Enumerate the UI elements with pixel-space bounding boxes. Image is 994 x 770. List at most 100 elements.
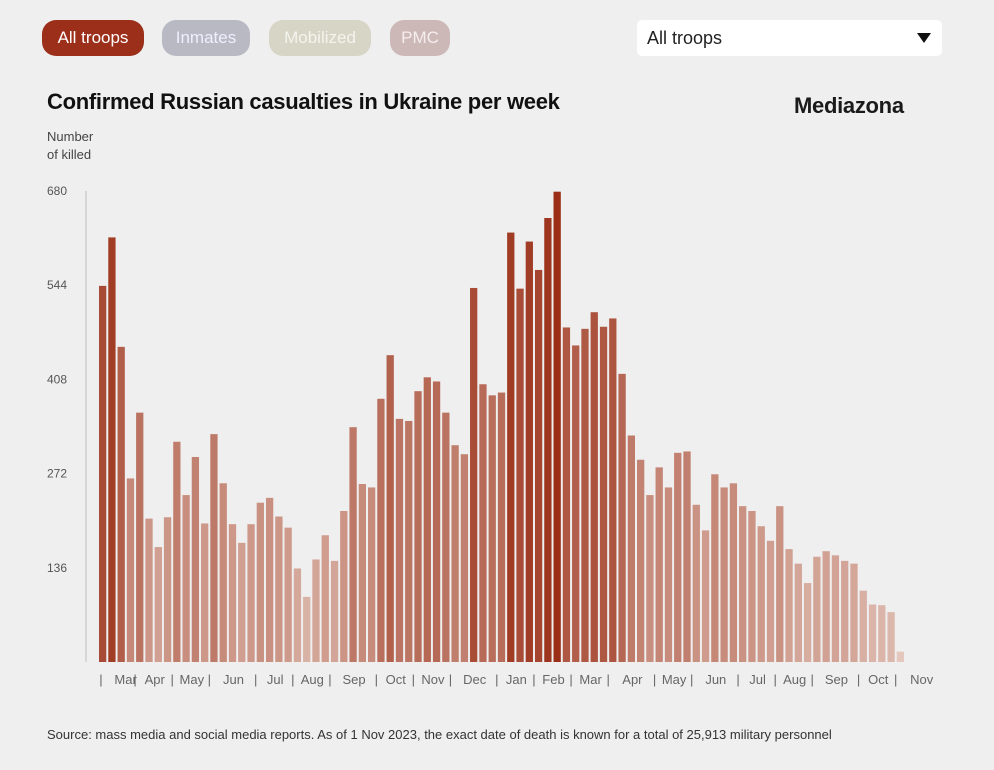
bar[interactable] <box>228 524 237 662</box>
bar[interactable] <box>841 560 849 662</box>
bar[interactable] <box>340 511 348 662</box>
bar[interactable] <box>701 530 710 662</box>
filter-inmates-button[interactable]: Inmates <box>162 20 250 56</box>
bar[interactable] <box>776 506 784 662</box>
bar[interactable] <box>238 542 246 662</box>
bar[interactable] <box>321 535 329 662</box>
bar[interactable] <box>609 318 617 662</box>
bar[interactable] <box>525 241 533 662</box>
bar[interactable] <box>460 454 469 662</box>
bar[interactable] <box>330 560 339 662</box>
bar[interactable] <box>442 412 450 662</box>
bar[interactable] <box>488 395 496 662</box>
bar[interactable] <box>803 583 812 662</box>
bar[interactable] <box>674 452 682 662</box>
bar[interactable] <box>191 456 200 662</box>
x-tick-label: Nov <box>421 672 445 687</box>
bar[interactable] <box>859 590 867 662</box>
bar[interactable] <box>692 504 700 662</box>
bar[interactable] <box>646 495 654 662</box>
bar[interactable] <box>664 487 673 662</box>
bar[interactable] <box>432 381 441 662</box>
bar[interactable] <box>386 355 394 662</box>
bar[interactable] <box>887 612 895 662</box>
bar[interactable] <box>711 474 719 662</box>
bar[interactable] <box>275 516 283 662</box>
bar[interactable] <box>785 549 793 662</box>
x-tick-label: Jul <box>267 672 284 687</box>
bar[interactable] <box>507 232 515 662</box>
bar[interactable] <box>256 502 264 662</box>
bar[interactable] <box>117 346 125 662</box>
bar[interactable] <box>210 434 218 662</box>
bar[interactable] <box>201 523 209 662</box>
bar[interactable] <box>720 487 728 662</box>
bar[interactable] <box>368 487 376 662</box>
bar[interactable] <box>451 445 459 662</box>
bar[interactable] <box>534 269 543 662</box>
x-separator: | <box>133 672 136 687</box>
bar[interactable] <box>108 237 116 662</box>
bar[interactable] <box>544 218 552 662</box>
bar[interactable] <box>627 435 635 663</box>
bar[interactable] <box>878 605 886 662</box>
filter-all-troops-button[interactable]: All troops <box>42 20 144 56</box>
bar[interactable] <box>219 483 227 662</box>
bar[interactable] <box>154 547 162 662</box>
bar[interactable] <box>265 497 274 662</box>
bar[interactable] <box>358 483 366 662</box>
bar[interactable] <box>581 328 589 662</box>
bar[interactable] <box>126 478 135 662</box>
bar[interactable] <box>757 526 765 662</box>
x-separator: | <box>375 672 378 687</box>
bar[interactable] <box>423 377 431 662</box>
bar[interactable] <box>395 418 404 662</box>
bar[interactable] <box>497 392 506 662</box>
troop-type-select[interactable]: All troops <box>637 20 942 56</box>
bar[interactable] <box>739 506 747 662</box>
bar[interactable] <box>312 559 320 662</box>
bar[interactable] <box>163 517 172 662</box>
bar[interactable] <box>618 373 626 662</box>
bar[interactable] <box>405 420 413 662</box>
x-labels: | | | | | | | | | | | | | | | | | | | | |Mar Apr May Jun Jul Aug S… <box>99 672 933 687</box>
bar[interactable] <box>572 345 580 662</box>
bar[interactable] <box>284 527 292 662</box>
filter-pmc-button[interactable]: PMC <box>390 20 450 56</box>
bar[interactable] <box>470 287 478 662</box>
bar[interactable] <box>182 495 190 662</box>
troop-type-select-value: All troops <box>647 27 723 48</box>
bar[interactable] <box>748 511 756 662</box>
bar[interactable] <box>831 555 840 662</box>
bars <box>99 191 904 663</box>
bar[interactable] <box>562 327 571 662</box>
bar[interactable] <box>822 551 830 662</box>
bar[interactable] <box>293 568 302 662</box>
bar[interactable] <box>377 398 385 662</box>
bar[interactable] <box>813 556 821 662</box>
bar[interactable] <box>868 604 877 662</box>
bar[interactable] <box>145 518 153 662</box>
bar[interactable] <box>173 441 181 662</box>
bar[interactable] <box>637 459 645 662</box>
bar[interactable] <box>349 427 357 662</box>
bar[interactable] <box>553 191 561 662</box>
filter-mobilized-button[interactable]: Mobilized <box>269 20 371 56</box>
bar[interactable] <box>655 467 663 662</box>
bar[interactable] <box>479 384 487 662</box>
bar[interactable] <box>590 312 598 662</box>
bar[interactable] <box>794 563 802 662</box>
bar[interactable] <box>99 285 107 662</box>
bar[interactable] <box>896 651 904 662</box>
bar[interactable] <box>414 391 422 662</box>
bar[interactable] <box>247 524 255 662</box>
bar[interactable] <box>303 596 311 662</box>
bar[interactable] <box>729 483 738 662</box>
y-axis-label-line2: of killed <box>47 147 92 162</box>
bar[interactable] <box>766 540 775 662</box>
bar[interactable] <box>136 412 144 662</box>
bar[interactable] <box>683 451 691 662</box>
bar[interactable] <box>516 288 524 662</box>
bar[interactable] <box>850 563 858 662</box>
bar[interactable] <box>599 326 608 662</box>
